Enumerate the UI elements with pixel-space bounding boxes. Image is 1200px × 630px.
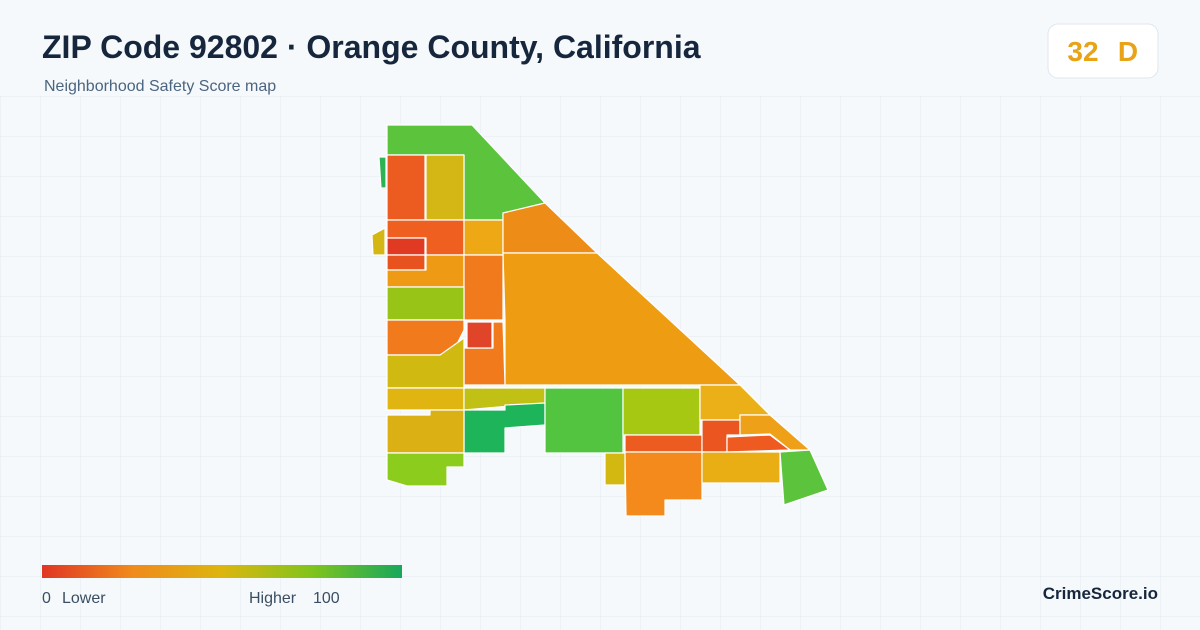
legend-max: 100 [313,590,340,607]
area [386,452,465,487]
score-grade: D [1118,36,1138,67]
area [624,434,703,453]
area [386,337,465,389]
area [425,154,465,221]
zip-map [371,124,829,517]
area [604,452,626,486]
title: ZIP Code 92802 · Orange County, Californ… [42,29,701,65]
area [544,387,624,454]
legend-min-label: Lower [62,590,106,607]
area [463,254,504,321]
subtitle: Neighborhood Safety Score map [44,78,276,95]
area [386,237,426,256]
brand: CrimeScore.io [1043,584,1158,603]
legend-gradient [42,565,402,578]
area [386,286,465,321]
area [386,387,465,411]
area [371,227,386,256]
legend-min: 0 [42,590,51,607]
score-value: 32 [1067,36,1098,67]
area [378,156,387,189]
area [726,434,791,453]
legend-max-label: Higher [249,590,297,607]
area [463,219,504,256]
area [502,252,741,386]
area [386,409,465,454]
area [466,321,493,349]
area [779,449,829,506]
area [701,451,781,484]
area [622,387,701,436]
score-badge [1047,23,1159,79]
area [386,254,426,271]
area [386,154,426,221]
